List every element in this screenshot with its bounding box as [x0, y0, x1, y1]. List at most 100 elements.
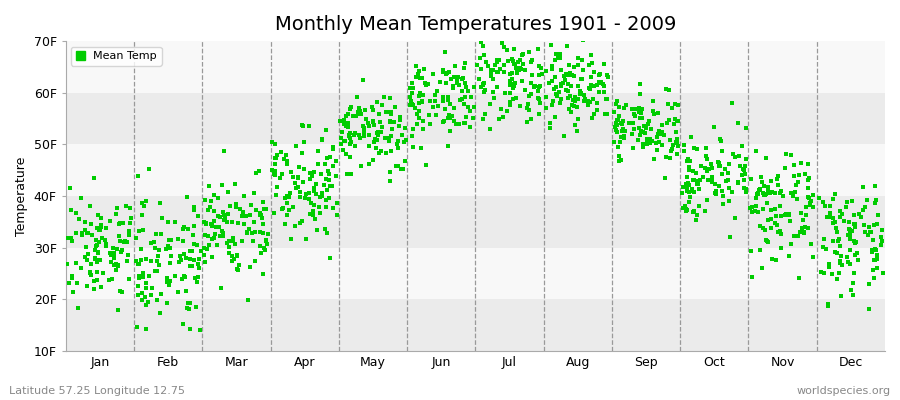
Point: [135, 290, 149, 296]
Point: [687, 208, 701, 214]
Point: [297, 139, 311, 146]
Point: [690, 181, 705, 187]
Point: [764, 216, 778, 222]
Point: [736, 167, 751, 173]
Point: [115, 247, 130, 253]
Point: [784, 152, 798, 158]
Point: [577, 97, 591, 104]
Point: [227, 256, 241, 262]
Point: [192, 256, 206, 262]
Point: [459, 84, 473, 90]
Point: [259, 237, 274, 244]
Point: [568, 122, 582, 128]
Point: [582, 86, 597, 92]
Point: [212, 213, 226, 219]
Point: [379, 150, 393, 156]
Point: [452, 121, 466, 127]
Bar: [66, 248, 885, 300]
Point: [416, 118, 430, 124]
Point: [692, 203, 706, 210]
Point: [320, 230, 334, 236]
Point: [405, 102, 419, 108]
Point: [824, 214, 838, 220]
Point: [204, 254, 219, 260]
Point: [821, 303, 835, 309]
Point: [801, 224, 815, 231]
Point: [868, 183, 882, 190]
Point: [104, 218, 118, 224]
Point: [94, 222, 109, 229]
Point: [196, 219, 211, 226]
Point: [796, 216, 810, 223]
Point: [216, 230, 230, 236]
Point: [572, 88, 587, 94]
Point: [159, 275, 174, 281]
Point: [507, 96, 521, 102]
Point: [753, 173, 768, 180]
Point: [698, 208, 713, 214]
Point: [690, 146, 705, 152]
Point: [267, 168, 282, 174]
Point: [681, 167, 696, 174]
Point: [547, 114, 562, 120]
Point: [322, 170, 337, 177]
Point: [806, 204, 820, 211]
Point: [410, 70, 425, 77]
Point: [367, 136, 382, 142]
Point: [415, 99, 429, 106]
Bar: [66, 41, 885, 93]
Point: [406, 143, 420, 150]
Point: [847, 270, 861, 276]
Point: [713, 163, 727, 169]
Point: [456, 64, 471, 71]
Point: [690, 212, 705, 218]
Point: [508, 65, 523, 72]
Point: [508, 80, 523, 86]
Point: [830, 250, 844, 256]
Point: [422, 120, 436, 127]
Point: [299, 236, 313, 242]
Point: [112, 238, 127, 244]
Point: [474, 84, 489, 90]
Point: [113, 220, 128, 226]
Point: [749, 195, 763, 201]
Point: [475, 82, 490, 88]
Point: [455, 75, 470, 81]
Point: [654, 142, 669, 148]
Point: [287, 180, 302, 186]
Point: [105, 244, 120, 251]
Point: [848, 252, 862, 259]
Point: [774, 244, 788, 251]
Point: [83, 269, 97, 276]
Point: [315, 190, 329, 197]
Point: [610, 144, 625, 150]
Point: [640, 136, 654, 143]
Point: [558, 87, 572, 94]
Point: [592, 80, 607, 86]
Point: [120, 202, 134, 209]
Point: [383, 169, 398, 176]
Point: [557, 133, 572, 139]
Point: [242, 226, 256, 233]
Point: [92, 238, 106, 245]
Point: [669, 129, 683, 136]
Point: [295, 179, 310, 185]
Point: [283, 190, 297, 196]
Point: [439, 71, 454, 77]
Point: [129, 235, 143, 242]
Point: [217, 217, 231, 223]
Point: [240, 230, 255, 236]
Point: [142, 273, 157, 280]
Point: [176, 251, 191, 258]
Point: [772, 228, 787, 234]
Point: [293, 194, 308, 200]
Point: [778, 212, 792, 219]
Point: [180, 304, 194, 311]
Point: [103, 250, 117, 256]
Point: [306, 168, 320, 175]
Point: [784, 190, 798, 196]
Point: [622, 120, 636, 127]
Point: [122, 276, 136, 282]
Point: [216, 208, 230, 215]
Point: [659, 86, 673, 92]
